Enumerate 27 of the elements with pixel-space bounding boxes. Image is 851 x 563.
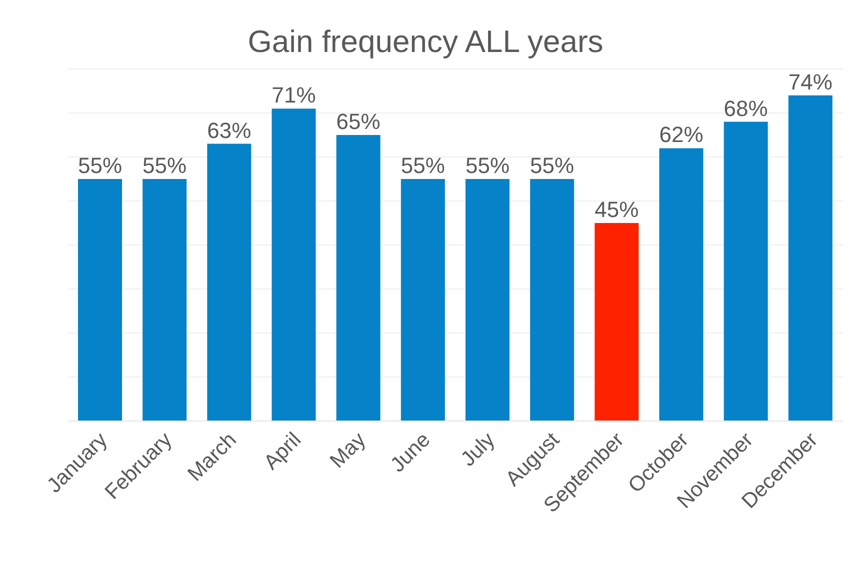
x-tick-label: May	[326, 428, 371, 473]
data-label: 65%	[336, 109, 380, 134]
bar	[400, 179, 445, 421]
data-label: 62%	[659, 122, 704, 148]
bar	[724, 122, 768, 421]
x-tick-label: July	[456, 428, 500, 471]
bar	[594, 223, 639, 421]
data-label: 45%	[594, 197, 639, 222]
bar	[272, 108, 316, 421]
bar	[78, 179, 122, 421]
data-label: 55%	[142, 153, 187, 178]
data-label: 55%	[465, 153, 510, 178]
data-label: 63%	[207, 118, 252, 143]
data-label: 74%	[788, 69, 832, 94]
chart-title: Gain frequency ALL years	[246, 24, 604, 60]
bar	[530, 179, 574, 421]
bar	[466, 179, 510, 421]
data-label: 68%	[724, 96, 768, 121]
data-label: 71%	[272, 82, 316, 108]
bar	[336, 135, 380, 421]
data-label: 55%	[400, 153, 445, 178]
bar	[207, 144, 252, 421]
data-label: 55%	[78, 153, 122, 178]
data-label: 55%	[530, 153, 574, 178]
bar	[788, 95, 832, 421]
bar	[659, 148, 704, 421]
bar	[142, 179, 187, 421]
